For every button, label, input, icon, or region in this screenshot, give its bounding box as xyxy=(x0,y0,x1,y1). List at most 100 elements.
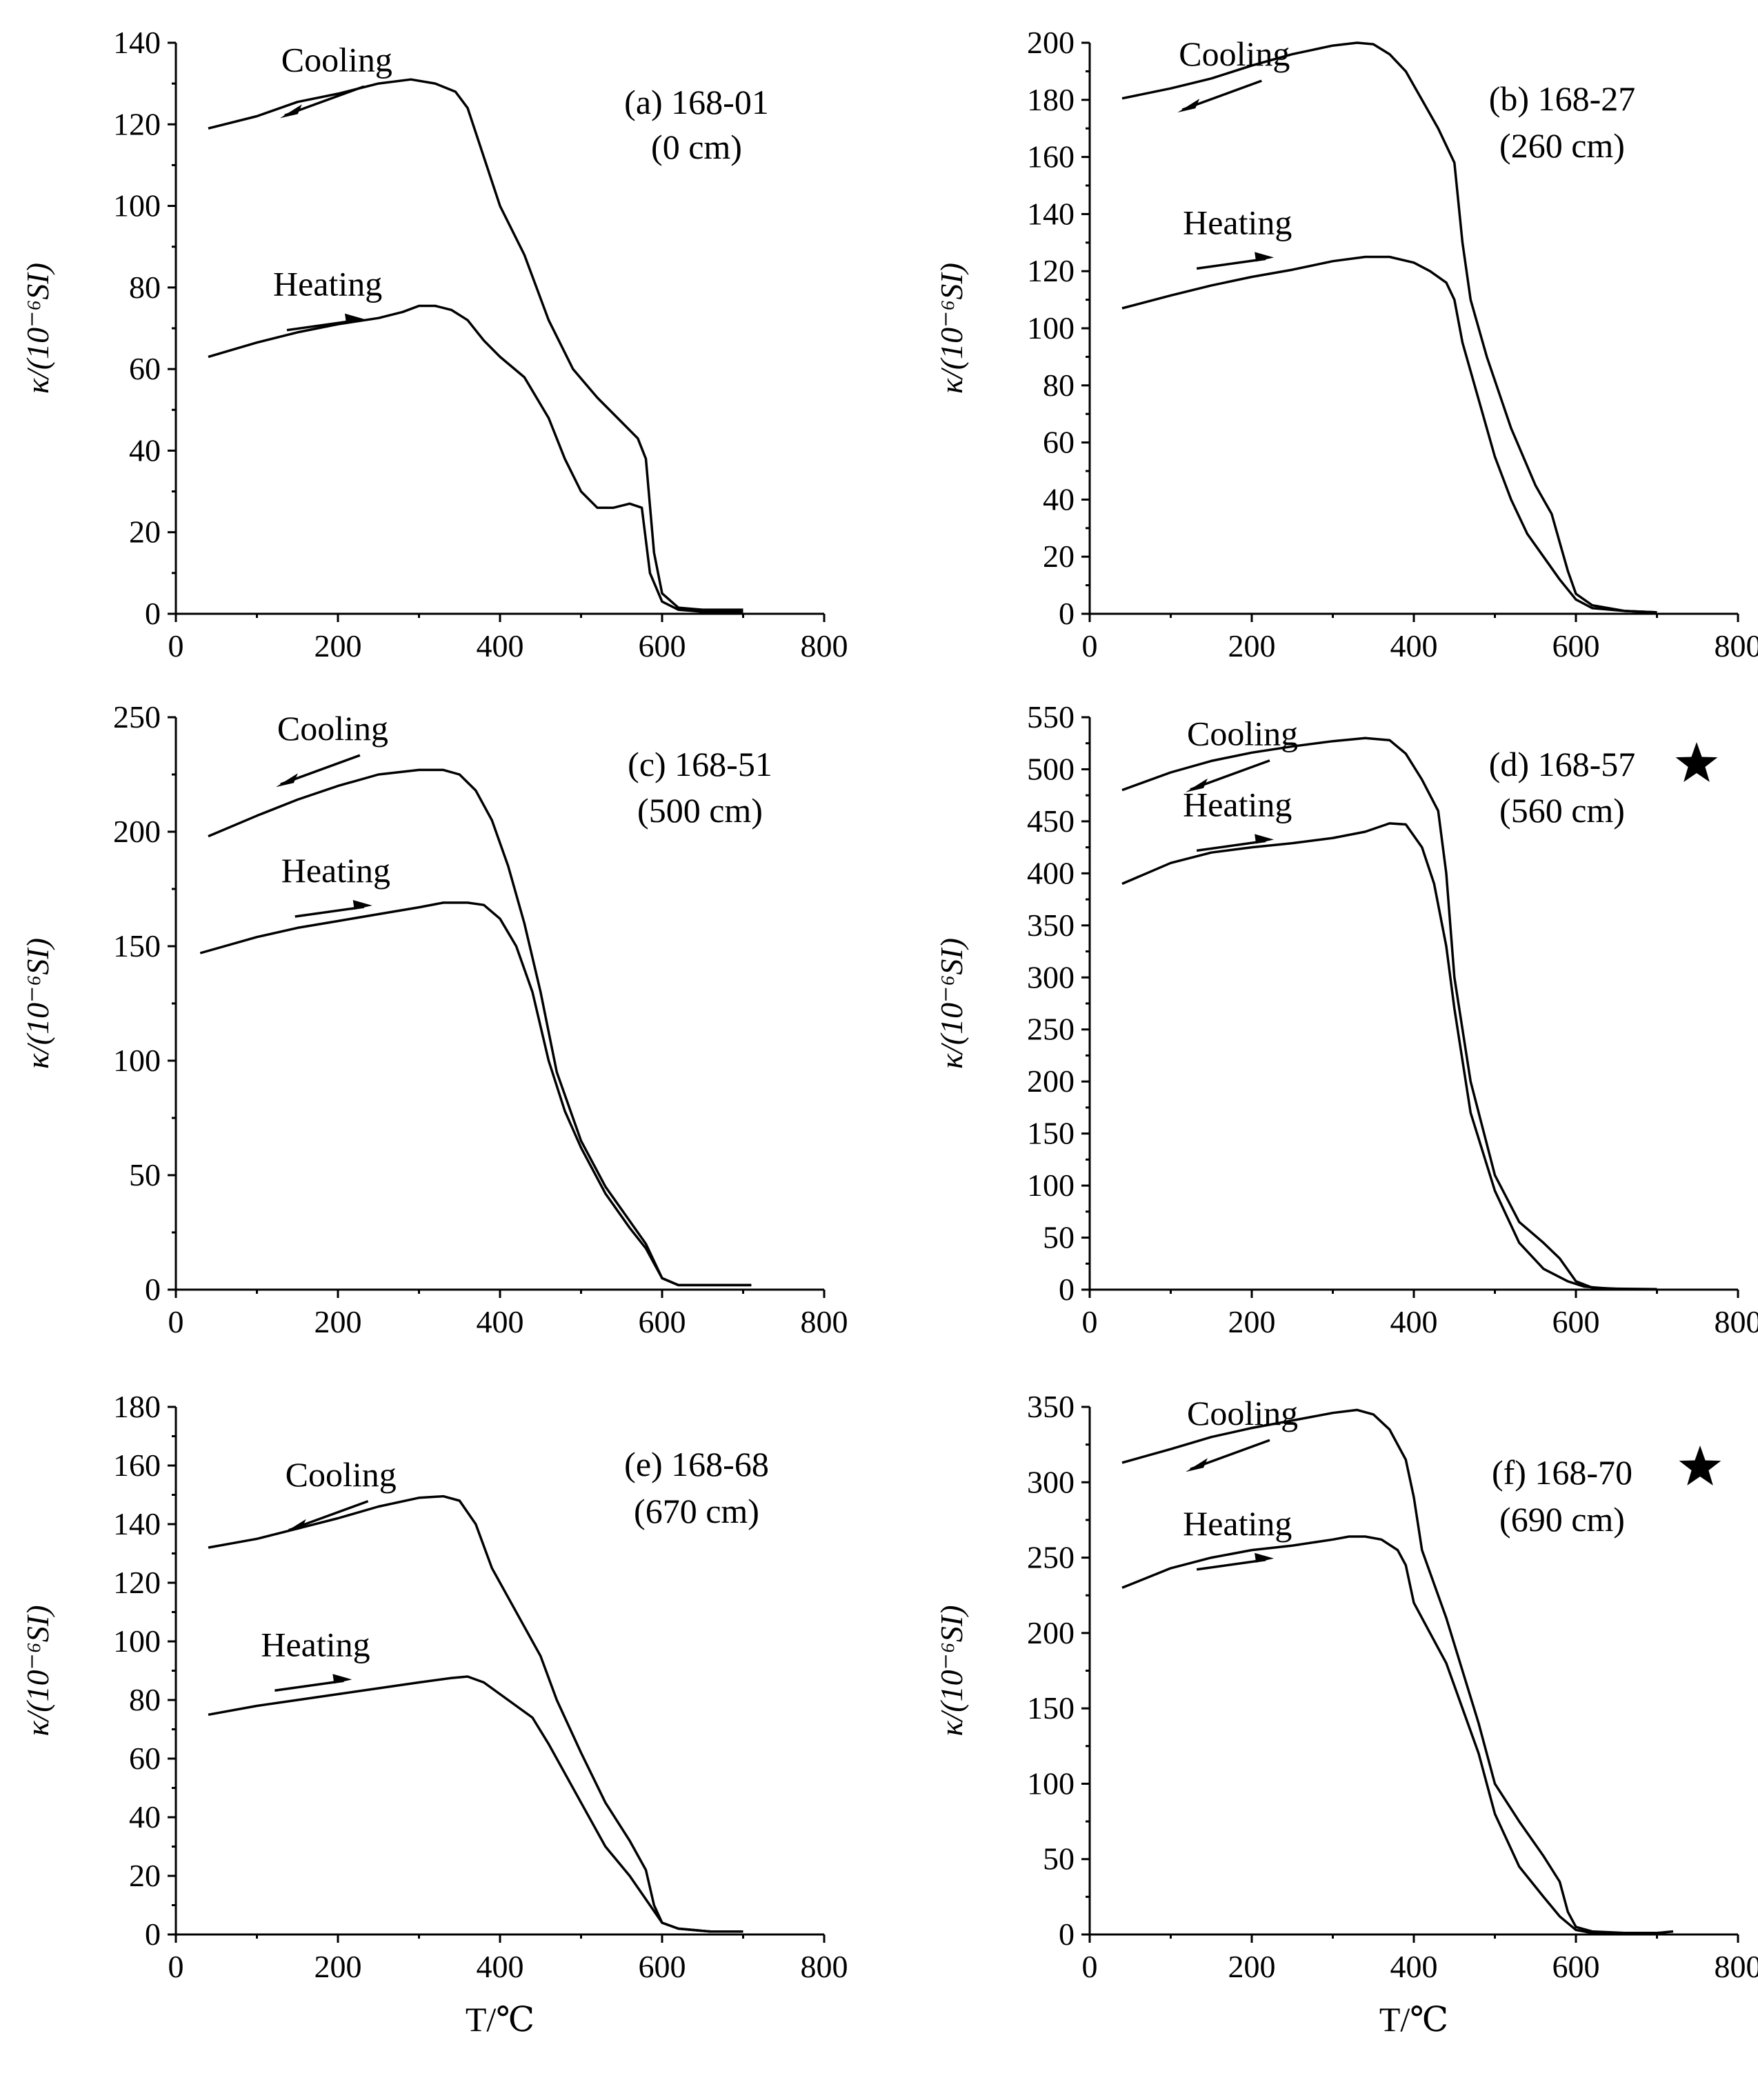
x-tick-label: 200 xyxy=(1228,1304,1276,1339)
y-tick-label: 100 xyxy=(1027,310,1075,346)
heating-label: Heating xyxy=(261,1625,370,1663)
x-tick-label: 600 xyxy=(639,1949,686,1984)
x-tick-label: 0 xyxy=(168,1304,184,1339)
arrow-head-icon xyxy=(283,1519,306,1533)
arrow-right-icon xyxy=(1196,839,1266,852)
x-axis-label: T/℃ xyxy=(466,2000,535,2039)
y-tick-label: 60 xyxy=(1043,425,1075,460)
x-tick-label: 200 xyxy=(314,1949,362,1984)
y-tick-label: 150 xyxy=(1027,1116,1075,1151)
depth-label: (260 cm) xyxy=(1499,126,1625,165)
arrow-head-icon xyxy=(275,773,298,788)
cooling-curve xyxy=(208,768,752,1287)
y-tick-label: 200 xyxy=(113,814,161,849)
y-axis-label: κ/(10⁻⁶SI) xyxy=(20,1605,55,1736)
y-tick-label: 100 xyxy=(113,1623,161,1659)
arrow-head-icon xyxy=(1255,1552,1275,1563)
depth-label: (670 cm) xyxy=(634,1492,759,1530)
y-tick-label: 40 xyxy=(129,1799,161,1834)
panel-label: (e) 168-68 xyxy=(624,1445,769,1483)
x-tick-label: 800 xyxy=(801,1949,848,1984)
y-axis-label: κ/(10⁻⁶SI) xyxy=(20,263,55,394)
y-tick-label: 300 xyxy=(1027,959,1075,994)
cooling-curve xyxy=(1121,41,1657,614)
y-tick-label: 50 xyxy=(1043,1220,1075,1255)
y-tick-label: 150 xyxy=(1027,1690,1075,1726)
y-tick-label: 20 xyxy=(129,514,161,550)
cooling-curve xyxy=(1121,1408,1674,1934)
panel-c: 0 50 100 150 200 250 0 200 400 600 800 κ/(10⁻⁶SI) Co… xyxy=(20,699,848,1339)
y-axis-label: κ/(10⁻⁶SI) xyxy=(20,938,55,1069)
depth-label: (690 cm) xyxy=(1499,1500,1625,1539)
heating-curve xyxy=(1121,1535,1657,1934)
x-tick-label: 200 xyxy=(314,628,362,663)
x-tick-label: 400 xyxy=(477,628,524,663)
y-tick-label: 120 xyxy=(113,106,161,141)
heating-curve xyxy=(199,901,752,1287)
y-tick-label: 160 xyxy=(1027,139,1075,174)
x-tick-label: 600 xyxy=(639,628,686,663)
cooling-curve xyxy=(1121,737,1657,1290)
panel-f: 0 50 100 150 200 250 300 350 0 200 400 600 800 κ/(10⁻… xyxy=(934,1389,1758,2039)
x-tick-label: 600 xyxy=(1552,628,1600,663)
y-tick-label: 0 xyxy=(145,1917,161,1952)
x-tick-label: 400 xyxy=(1390,1304,1438,1339)
y-tick-label: 200 xyxy=(1027,1063,1075,1099)
heating-curve xyxy=(208,304,743,613)
cooling-label: Cooling xyxy=(277,709,388,748)
x-tick-label: 400 xyxy=(1390,1949,1438,1984)
y-tick-label: 60 xyxy=(129,351,161,386)
y-tick-label: 50 xyxy=(129,1157,161,1192)
arrow-head-icon xyxy=(1255,834,1275,844)
y-tick-label: 0 xyxy=(1059,596,1075,631)
panel-b: 0 20 40 60 80 100 120 140 160 180 200 0 200 400 600 800… xyxy=(934,25,1758,663)
x-tick-label: 0 xyxy=(1082,1304,1098,1339)
panel-label: (c) 168-51 xyxy=(628,745,772,783)
heating-curve xyxy=(1121,255,1657,614)
x-tick-label: 0 xyxy=(1082,1949,1098,1984)
arrow-right-icon xyxy=(1196,1559,1266,1571)
x-tick-label: 600 xyxy=(639,1304,686,1339)
arrow-right-icon xyxy=(1196,257,1266,270)
y-tick-label: 50 xyxy=(1043,1841,1075,1877)
cooling-label: Cooling xyxy=(1179,34,1290,73)
heating-label: Heating xyxy=(1183,785,1292,823)
cooling-label: Cooling xyxy=(1187,1394,1298,1432)
y-tick-label: 140 xyxy=(113,25,161,60)
x-tick-label: 800 xyxy=(1715,628,1758,663)
x-tick-label: 800 xyxy=(801,1304,848,1339)
heating-curve xyxy=(1121,822,1657,1290)
y-tick-label: 200 xyxy=(1027,25,1075,60)
x-tick-label: 600 xyxy=(1552,1949,1600,1984)
y-tick-label: 40 xyxy=(1043,481,1075,517)
y-axis-label: κ/(10⁻⁶SI) xyxy=(934,938,969,1069)
y-tick-label: 120 xyxy=(1027,253,1075,288)
panel-label: (b) 168-27 xyxy=(1489,79,1635,118)
y-tick-label: 450 xyxy=(1027,803,1075,839)
y-tick-label: 200 xyxy=(1027,1615,1075,1650)
y-tick-label: 0 xyxy=(145,596,161,631)
y-tick-label: 550 xyxy=(1027,699,1075,734)
x-tick-label: 800 xyxy=(1715,1304,1758,1339)
y-tick-label: 0 xyxy=(1059,1272,1075,1307)
y-tick-label: 150 xyxy=(113,928,161,963)
heating-label: Heating xyxy=(1183,203,1292,241)
heating-label: Heating xyxy=(1183,1504,1292,1543)
arrow-head-icon xyxy=(1177,99,1200,113)
panel-d: 0 50 100 150 200 250 300 350 400 450 500 550 0 200 400… xyxy=(934,699,1758,1339)
y-tick-label: 100 xyxy=(1027,1168,1075,1203)
star-icon xyxy=(1679,1446,1721,1486)
y-axis-label: κ/(10⁻⁶SI) xyxy=(934,1605,969,1736)
arrow-head-icon xyxy=(345,313,364,323)
y-tick-label: 20 xyxy=(129,1858,161,1893)
cooling-label: Cooling xyxy=(286,1455,397,1494)
y-tick-label: 350 xyxy=(1027,1389,1075,1424)
x-tick-label: 800 xyxy=(1715,1949,1758,1984)
panel-label: (a) 168-01 xyxy=(624,83,769,121)
y-tick-label: 350 xyxy=(1027,908,1075,943)
depth-label: (500 cm) xyxy=(637,791,763,830)
x-tick-label: 200 xyxy=(1228,1949,1276,1984)
y-tick-label: 100 xyxy=(113,1043,161,1078)
y-tick-label: 0 xyxy=(1059,1917,1075,1952)
y-tick-label: 400 xyxy=(1027,855,1075,890)
